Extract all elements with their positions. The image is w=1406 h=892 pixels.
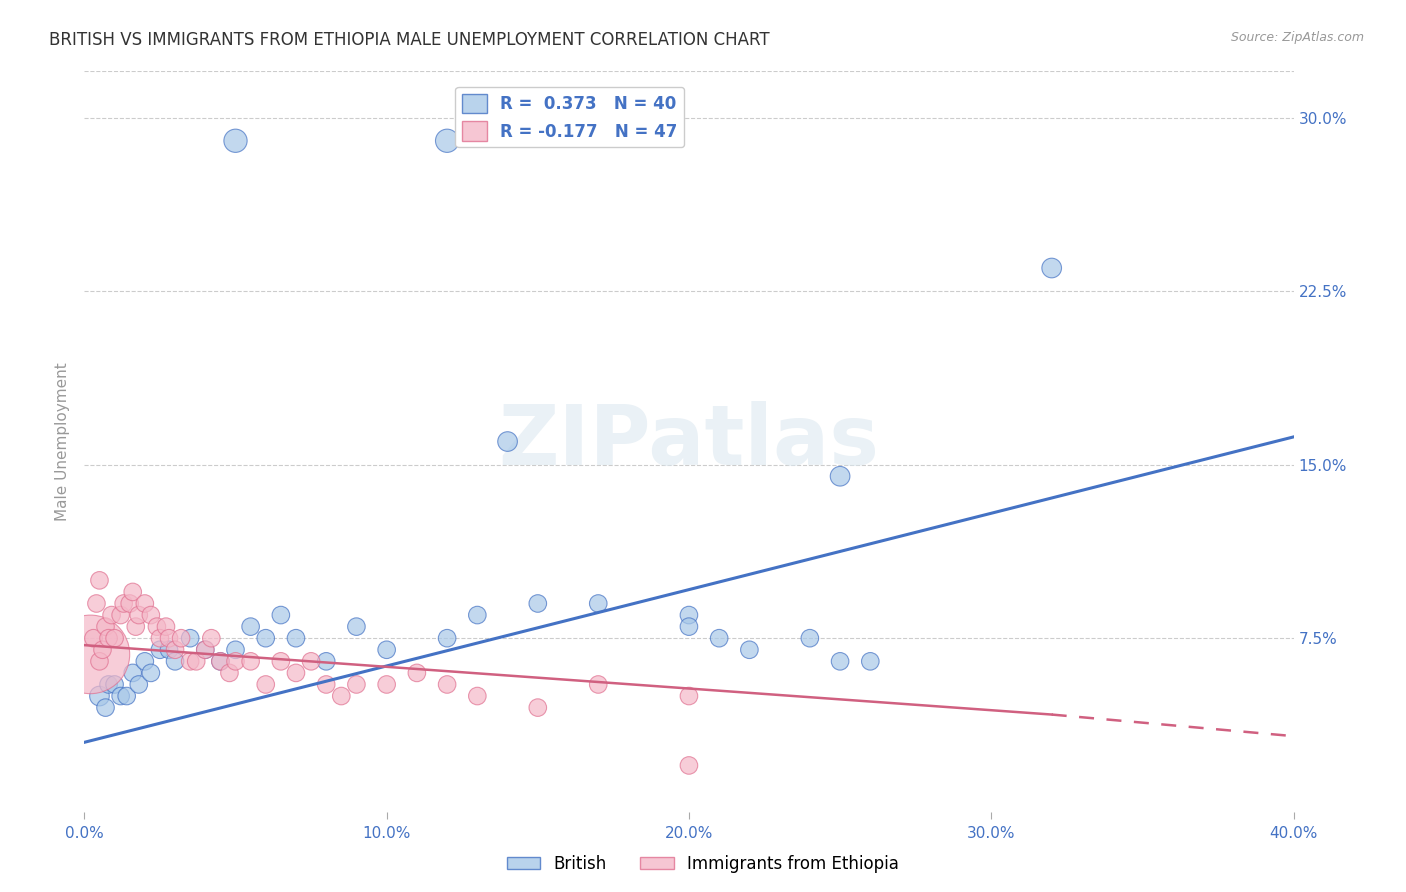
Point [225,642,247,657]
Point [330,689,353,703]
Point [121,665,143,680]
Point [79,648,101,662]
Legend: British, Immigrants from Ethiopia: British, Immigrants from Ethiopia [501,848,905,880]
Point [467,608,489,623]
Point [149,642,172,657]
Point [436,134,458,148]
Point [225,134,247,148]
Legend: R =  0.373   N = 40, R = -0.177   N = 47: R = 0.373 N = 40, R = -0.177 N = 47 [456,87,685,147]
Point [254,677,277,691]
Point [346,677,368,691]
Point [200,631,222,645]
Point [149,631,172,645]
Point [239,619,262,633]
Point [170,631,193,645]
Point [104,677,127,691]
Point [89,654,111,668]
Point [527,700,550,714]
Point [165,642,187,657]
Point [375,642,398,657]
Point [315,677,337,691]
Point [112,597,135,611]
Point [179,654,201,668]
Point [97,677,120,691]
Point [134,597,156,611]
Point [165,654,187,668]
Point [678,619,700,633]
Point [527,597,550,611]
Point [588,677,610,691]
Point [299,654,322,668]
Point [239,654,262,668]
Point [270,654,292,668]
Point [225,654,247,668]
Point [91,642,114,657]
Point [121,585,143,599]
Point [86,597,108,611]
Point [467,689,489,703]
Point [406,665,429,680]
Point [678,608,700,623]
Point [436,677,458,691]
Point [496,434,519,449]
Point [157,631,180,645]
Point [709,631,731,645]
Point [209,654,232,668]
Point [97,631,120,645]
Point [118,597,141,611]
Point [110,608,132,623]
Point [194,642,217,657]
Point [125,619,148,633]
Point [128,608,150,623]
Point [346,619,368,633]
Point [194,642,217,657]
Point [128,677,150,691]
Text: ZIPatlas: ZIPatlas [499,401,879,482]
Point [89,574,111,588]
Point [375,677,398,691]
Point [285,631,308,645]
Point [678,689,700,703]
Point [859,654,882,668]
Point [209,654,232,668]
Point [830,654,852,668]
Point [94,619,117,633]
Point [179,631,201,645]
Point [115,689,138,703]
Point [738,642,761,657]
Point [110,689,132,703]
Point [104,631,127,645]
Point [146,619,169,633]
Point [134,654,156,668]
Point [218,665,240,680]
Point [139,608,162,623]
Point [830,469,852,483]
Y-axis label: Male Unemployment: Male Unemployment [55,362,70,521]
Point [94,700,117,714]
Text: BRITISH VS IMMIGRANTS FROM ETHIOPIA MALE UNEMPLOYMENT CORRELATION CHART: BRITISH VS IMMIGRANTS FROM ETHIOPIA MALE… [49,31,770,49]
Point [285,665,308,680]
Point [799,631,821,645]
Point [186,654,208,668]
Point [82,631,104,645]
Point [254,631,277,645]
Point [155,619,177,633]
Point [157,642,180,657]
Point [270,608,292,623]
Point [89,689,111,703]
Text: Source: ZipAtlas.com: Source: ZipAtlas.com [1230,31,1364,45]
Point [1040,260,1063,275]
Point [436,631,458,645]
Point [588,597,610,611]
Point [100,608,122,623]
Point [678,758,700,772]
Point [315,654,337,668]
Point [139,665,162,680]
